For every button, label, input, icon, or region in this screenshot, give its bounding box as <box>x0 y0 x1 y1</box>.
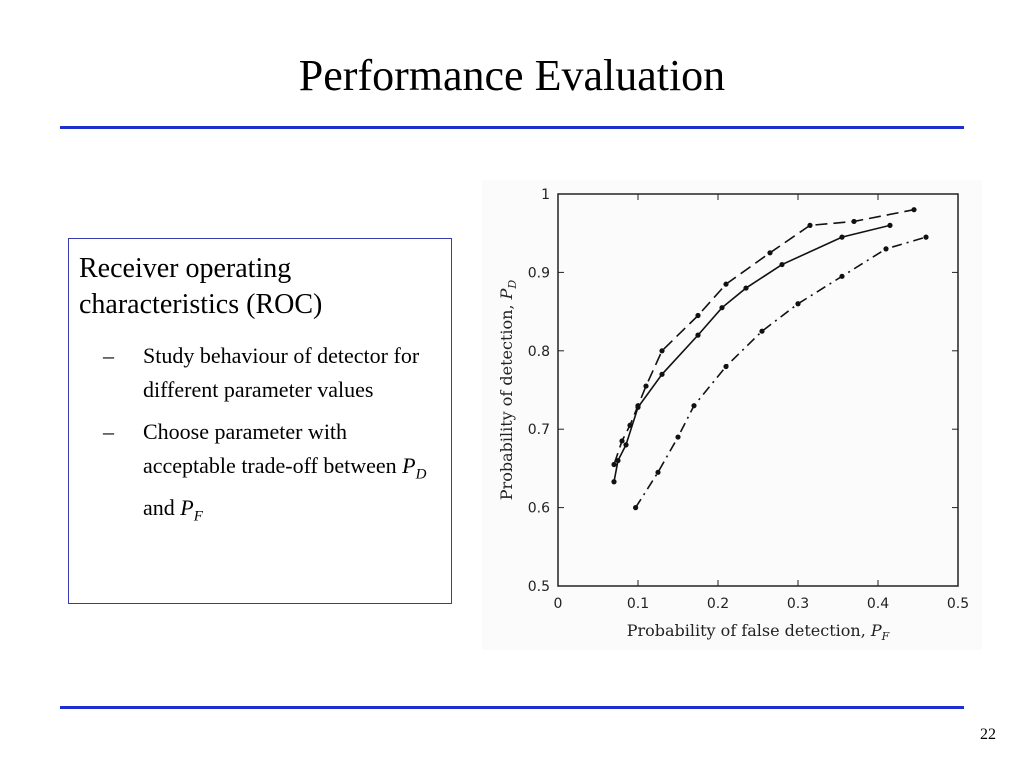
y-tick-label: 0.7 <box>528 422 550 438</box>
symbol-subscript: D <box>415 466 427 483</box>
data-point <box>611 461 617 468</box>
bottom-divider <box>60 706 964 709</box>
bullet-text: Choose parameter with acceptable trade-o… <box>143 419 427 525</box>
data-point <box>659 348 665 354</box>
x-tick-label: 0.2 <box>707 596 729 612</box>
series-line-dashdot <box>634 236 927 509</box>
bullet-dash: – <box>103 343 114 368</box>
x-axis-title-text: Probability of false detection, <box>627 621 871 640</box>
y-tick-label: 0.5 <box>528 579 550 595</box>
data-point <box>911 207 917 213</box>
bullet-list: – Study behaviour of detector for differ… <box>79 339 441 534</box>
data-point <box>883 246 889 252</box>
text-box-heading: Receiver operating characteristics (ROC) <box>79 253 323 320</box>
y-axis-title-text: Probability of detection, <box>497 299 516 500</box>
data-point <box>807 222 813 228</box>
data-point <box>759 328 765 334</box>
series-line-dashed <box>613 208 915 465</box>
y-axis-symbol-subscript: D <box>506 280 519 290</box>
series-line-solid <box>613 224 891 482</box>
data-point <box>655 469 661 475</box>
data-point <box>767 250 773 256</box>
y-tick-label: 0.9 <box>528 265 550 281</box>
symbol-p: P <box>402 453 416 478</box>
bullet-text: Study behaviour of detector for differen… <box>143 343 420 402</box>
x-tick-label: 0.1 <box>627 596 649 612</box>
x-tick-label: 0.5 <box>947 596 969 612</box>
roc-chart-svg: 0 0.1 0.2 0.3 0.4 0.5 0.5 0.6 0.7 0.8 0.9 1 Probabi… <box>497 187 969 643</box>
x-axis-symbol-subscript: F <box>881 630 890 643</box>
slide-number: 22 <box>980 726 996 743</box>
y-axis-symbol: P <box>497 288 516 300</box>
data-point <box>695 332 701 338</box>
slide-title: Performance Evaluation <box>298 51 726 100</box>
y-tick-label: 1 <box>541 187 550 203</box>
bullet-text-mid: and <box>143 495 181 521</box>
top-divider <box>60 126 964 129</box>
data-point <box>851 218 857 225</box>
data-point <box>887 222 893 228</box>
plot-frame <box>557 193 959 587</box>
data-point <box>839 273 845 279</box>
y-axis-title: Probability of detection, PD <box>497 280 519 501</box>
data-point <box>923 234 929 240</box>
symbol-p: P <box>180 495 194 521</box>
data-point <box>723 363 729 370</box>
x-axis-title: Probability of false detection, PF <box>627 621 890 643</box>
x-tick-label: 0.3 <box>787 596 809 612</box>
text-box: Receiver operating characteristics (ROC)… <box>68 238 452 604</box>
data-point <box>723 281 729 287</box>
bullet-item: – Study behaviour of detector for differ… <box>79 339 441 407</box>
symbol-subscript: F <box>193 508 203 525</box>
data-point <box>615 457 621 464</box>
data-point <box>643 383 649 389</box>
bullet-text-pre: Choose parameter with acceptable trade-o… <box>143 419 403 478</box>
data-point <box>795 301 801 307</box>
bullet-dash: – <box>103 419 114 444</box>
roc-chart: 0 0.1 0.2 0.3 0.4 0.5 0.5 0.6 0.7 0.8 0.9 1 Probabi… <box>482 180 982 650</box>
x-tick-label: 0 <box>554 596 563 612</box>
x-axis-symbol: P <box>870 621 882 640</box>
data-point <box>619 438 625 444</box>
data-point <box>635 404 641 410</box>
data-point <box>691 403 697 409</box>
data-point <box>839 234 845 240</box>
data-point <box>779 261 785 268</box>
bullet-item: – Choose parameter with acceptable trade… <box>79 415 441 534</box>
data-point <box>659 371 665 377</box>
data-point <box>743 285 749 291</box>
data-point <box>611 479 617 485</box>
x-tick-label: 0.4 <box>867 596 889 612</box>
data-point <box>675 434 681 440</box>
data-point <box>719 305 725 311</box>
y-tick-label: 0.6 <box>528 501 550 517</box>
data-point <box>623 442 629 448</box>
y-tick-label: 0.8 <box>528 344 550 360</box>
data-point <box>695 312 701 319</box>
data-point <box>633 505 639 511</box>
